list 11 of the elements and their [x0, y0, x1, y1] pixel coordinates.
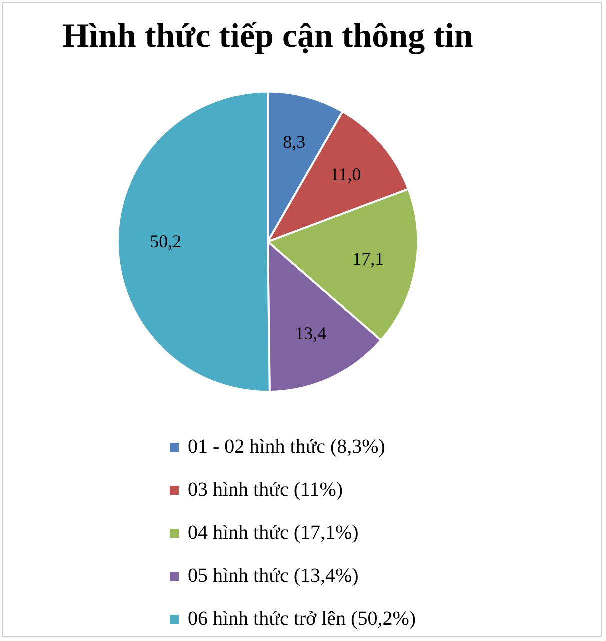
legend-label: 01 - 02 hình thức (8,3%)	[188, 436, 386, 459]
data-label: 13,4	[295, 323, 327, 344]
data-label: 8,3	[283, 132, 306, 152]
data-label: 50,2	[150, 231, 182, 252]
legend-label: 04 hình thức (17,1%)	[188, 522, 359, 545]
chart-title: Hình thức tiếp cận thông tin	[62, 18, 474, 56]
legend-label: 05 hình thức (13,4%)	[188, 565, 359, 588]
data-label: 17,1	[352, 248, 384, 269]
legend-label: 03 hình thức (11%)	[188, 479, 344, 502]
legend-label: 06 hình thức trở lên (50,2%)	[188, 608, 416, 631]
data-label: 11,0	[330, 164, 362, 185]
